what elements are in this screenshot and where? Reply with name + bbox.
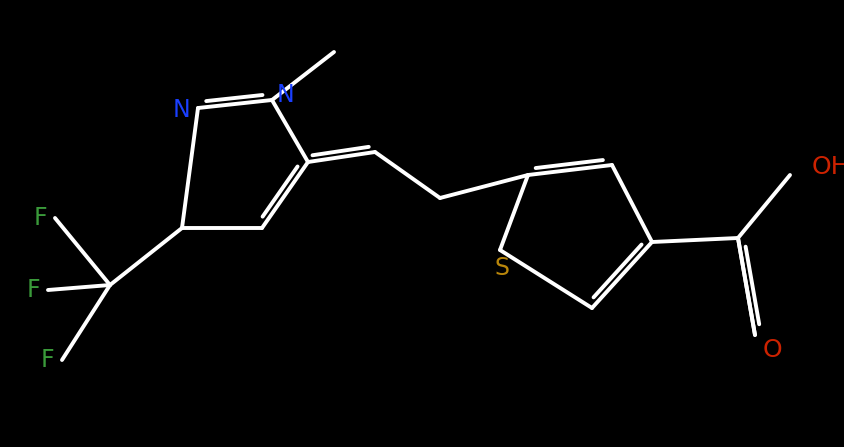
Text: O: O	[762, 338, 782, 362]
Text: F: F	[41, 348, 54, 372]
Text: F: F	[26, 278, 40, 302]
Text: OH: OH	[811, 155, 844, 179]
Text: N: N	[277, 83, 295, 107]
Text: N: N	[172, 98, 190, 122]
Text: F: F	[33, 206, 47, 230]
Text: S: S	[494, 256, 509, 280]
